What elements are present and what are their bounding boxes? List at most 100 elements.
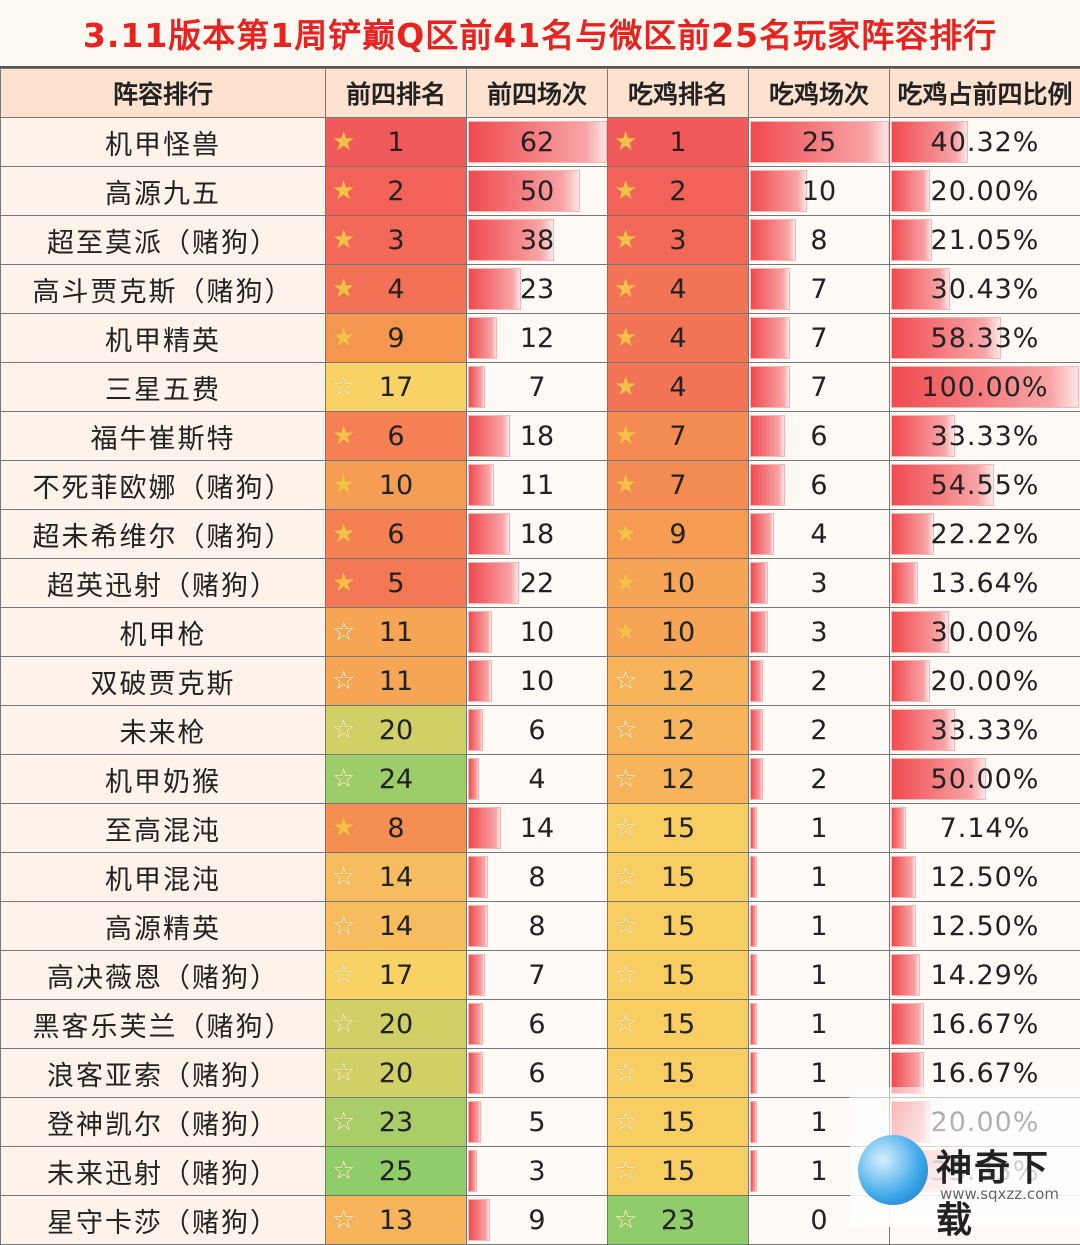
top4-games: 10: [520, 666, 554, 697]
win-games-bar: [750, 954, 757, 996]
top4-rank-cell: ☆11: [326, 608, 467, 657]
comp-name: 超英迅射（赌狗）: [47, 571, 279, 602]
star-icon: ☆: [332, 374, 358, 400]
win-rank: 12: [661, 715, 695, 746]
top4-rank: 1: [387, 127, 404, 158]
comp-name-cell: 机甲奶猴: [1, 755, 326, 804]
win-games-cell: 6: [749, 412, 890, 461]
top4-rank: 6: [387, 421, 404, 452]
star-icon: ☆: [332, 864, 358, 890]
win-games: 8: [810, 225, 827, 256]
star-icon: ★: [332, 423, 358, 449]
star-icon: ☆: [332, 766, 358, 792]
top4-rank: 20: [379, 1058, 413, 1089]
top4-games-cell: 38: [467, 216, 608, 265]
win-ratio: 21.05%: [931, 225, 1040, 256]
win-games-bar: [750, 1101, 757, 1143]
top4-games-bar: [468, 513, 510, 555]
top4-rank: 20: [379, 1009, 413, 1040]
comp-name-cell: 福牛崔斯特: [1, 412, 326, 461]
star-icon: ★: [614, 521, 640, 547]
ratio-cell: 33.33%: [890, 706, 1080, 755]
top4-rank: 10: [379, 470, 413, 501]
star-icon: ☆: [614, 962, 640, 988]
comp-name: 高决薇恩（赌狗）: [47, 963, 279, 994]
win-rank: 15: [661, 1009, 695, 1040]
win-rank-cell: ☆15: [608, 902, 749, 951]
ratio-bar: [891, 1003, 924, 1045]
win-rank: 15: [661, 813, 695, 844]
star-icon: ★: [332, 815, 358, 841]
top4-games: 6: [528, 715, 545, 746]
ratio-cell: 54.55%: [890, 461, 1080, 510]
top4-rank: 11: [379, 666, 413, 697]
win-games-bar: [750, 513, 774, 555]
star-icon: ☆: [614, 1011, 640, 1037]
star-icon: ☆: [614, 766, 640, 792]
star-icon: ★: [614, 178, 640, 204]
top4-rank-cell: ☆23: [326, 1098, 467, 1147]
win-rank-cell: ☆ 12: [608, 755, 749, 804]
top4-games-cell: 8: [467, 902, 608, 951]
star-icon: ☆: [332, 913, 358, 939]
top4-rank-cell: ★1: [326, 118, 467, 167]
win-ratio: 33.33%: [931, 421, 1040, 452]
comp-name-cell: 超英迅射（赌狗）: [1, 559, 326, 608]
top4-games-bar: [468, 317, 497, 359]
win-ratio: 40.32%: [931, 127, 1040, 158]
win-games-cell: 8: [749, 216, 890, 265]
top4-rank-cell: ☆20: [326, 1049, 467, 1098]
win-games: 10: [802, 176, 836, 207]
top4-rank-cell: ★9: [326, 314, 467, 363]
comp-name-cell: 高斗贾克斯（赌狗）: [1, 265, 326, 314]
win-games: 6: [810, 421, 827, 452]
win-ratio: 14.29%: [931, 960, 1040, 991]
win-rank-cell: ☆ 15: [608, 804, 749, 853]
comp-name-cell: 不死菲欧娜（赌狗）: [1, 461, 326, 510]
comp-name-cell: 未来枪: [1, 706, 326, 755]
top4-rank-cell: ★6: [326, 412, 467, 461]
win-games-bar: [750, 170, 807, 212]
comp-name: 机甲枪: [120, 620, 207, 651]
top4-games-cell: 12: [467, 314, 608, 363]
top4-rank-cell: ☆24: [326, 755, 467, 804]
win-rank: 12: [661, 764, 695, 795]
win-rank: 7: [669, 470, 686, 501]
win-rank-cell: ★4: [608, 314, 749, 363]
top4-games: 4: [528, 764, 545, 795]
win-games: 4: [810, 519, 827, 550]
win-games-bar: [750, 366, 790, 408]
win-rank-cell: ☆15: [608, 1049, 749, 1098]
star-icon: ★: [332, 472, 358, 498]
top4-games: 7: [528, 372, 545, 403]
win-ratio: 16.67%: [931, 1009, 1040, 1040]
star-icon: ☆: [614, 815, 640, 841]
win-ratio: 33.33%: [931, 715, 1040, 746]
top4-games: 22: [520, 568, 554, 599]
win-games-bar: [750, 415, 785, 457]
win-games-cell: 6: [749, 461, 890, 510]
win-games: 1: [810, 911, 827, 942]
star-icon: ☆: [332, 1109, 358, 1135]
top4-games-bar: [468, 807, 501, 849]
top4-games: 12: [520, 323, 554, 354]
top4-rank: 3: [387, 225, 404, 256]
top4-games-cell: 10: [467, 608, 608, 657]
comp-name: 机甲精英: [105, 326, 221, 357]
win-games-cell: 1: [749, 804, 890, 853]
win-games-cell: 2: [749, 706, 890, 755]
win-games: 1: [810, 862, 827, 893]
win-rank: 7: [669, 421, 686, 452]
comp-name: 福牛崔斯特: [91, 424, 236, 455]
top4-games: 38: [520, 225, 554, 256]
top4-games-bar: [468, 1199, 490, 1241]
win-games-bar: [750, 1003, 757, 1045]
win-games-cell: 25: [749, 118, 890, 167]
win-games-bar: [750, 317, 790, 359]
comp-name: 星守卡莎（赌狗）: [47, 1208, 279, 1239]
win-ratio: 20.00%: [931, 666, 1040, 697]
win-rank-cell: ★10: [608, 608, 749, 657]
top4-rank-cell: ☆20: [326, 706, 467, 755]
